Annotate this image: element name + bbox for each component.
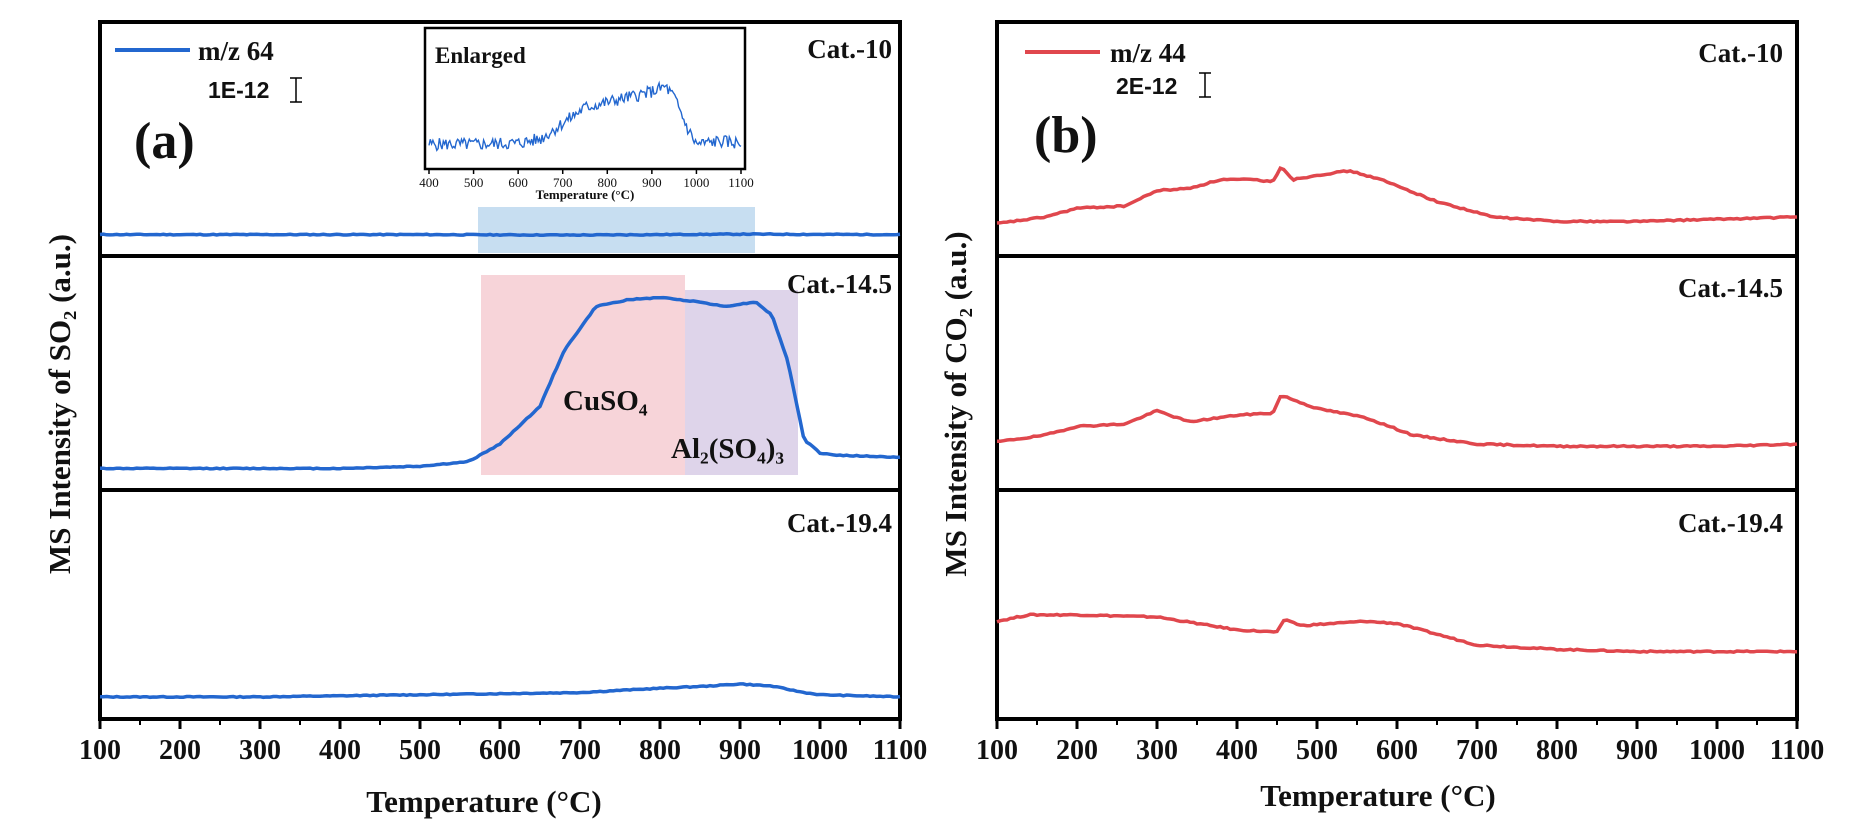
inset-x-tick-label-800: 800 <box>598 175 618 190</box>
x-tick-label-b-400: 400 <box>1216 735 1258 766</box>
x-tick-label-a-800: 800 <box>639 735 681 766</box>
series-co2-cat-14-5 <box>997 394 1798 449</box>
series-co2-cat-10 <box>996 166 1797 225</box>
x-tick-label-a-700: 700 <box>559 735 601 766</box>
inset-title: Enlarged <box>435 43 526 68</box>
x-tick-label-a-200: 200 <box>159 735 201 766</box>
inset-x-axis: 400 500 600 700 800 900 1000 1100 <box>419 169 754 190</box>
inset-x-tick-label-700: 700 <box>553 175 573 190</box>
subpanel-label-a-1: Cat.-14.5 <box>787 269 892 299</box>
x-tick-label-b-100: 100 <box>976 735 1018 766</box>
inset-enlarged: Enlarged 400 500 600 700 800 900 1000 1100 Temp… <box>419 26 754 202</box>
x-axis-a: 100 200 300 400 500 600 700 800 900 1000 1100 <box>79 719 927 766</box>
y-axis-label-b: MS Intensity of CO₂ (a.u.) <box>938 231 973 576</box>
x-tick-label-b-1000: 1000 <box>1689 735 1745 766</box>
x-tick-label-b-500: 500 <box>1296 735 1338 766</box>
subpanel-label-b-1: Cat.-14.5 <box>1678 273 1783 303</box>
shade-enlarged-region <box>478 207 755 253</box>
legend-label-so2: m/z 64 <box>198 36 274 66</box>
legend-scale-so2: 1E-12 <box>208 77 269 103</box>
x-tick-label-b-600: 600 <box>1376 735 1418 766</box>
x-axis-b: 100 200 300 400 500 600 700 800 900 1000 1100 <box>976 719 1824 766</box>
inset-frame <box>423 26 747 171</box>
inset-x-tick-label-1000: 1000 <box>683 175 709 190</box>
x-tick-label-b-1100: 1100 <box>1770 735 1824 766</box>
subpanel-label-a-2: Cat.-19.4 <box>787 508 892 538</box>
x-tick-label-a-300: 300 <box>239 735 281 766</box>
x-tick-label-a-1100: 1100 <box>873 735 927 766</box>
x-tick-label-a-500: 500 <box>399 735 441 766</box>
inset-x-tick-label-500: 500 <box>464 175 484 190</box>
series-so2-cat-19-4 <box>99 682 901 700</box>
scale-bar-icon-b <box>1199 72 1211 98</box>
inset-x-tick-label-900: 900 <box>642 175 662 190</box>
x-tick-label-b-300: 300 <box>1136 735 1178 766</box>
series-so2-cat-14-5 <box>99 295 901 471</box>
x-axis-label-b: Temperature (°C) <box>1260 778 1495 813</box>
series-co2-cat-19-4 <box>996 612 1798 655</box>
x-tick-label-b-200: 200 <box>1056 735 1098 766</box>
x-axis-label-a: Temperature (°C) <box>366 784 601 819</box>
subpanel-label-b-2: Cat.-19.4 <box>1678 508 1783 538</box>
x-tick-label-a-600: 600 <box>479 735 521 766</box>
inset-series-so2 <box>428 80 742 152</box>
x-tick-label-b-800: 800 <box>1536 735 1578 766</box>
annotation-al2so43: Al₂(SO₄)₃ <box>671 433 784 465</box>
annotation-cuso4: CuSO₄ <box>563 385 648 417</box>
panel-label-b: (b) <box>1034 107 1098 164</box>
scale-bar-icon-a <box>290 77 302 103</box>
x-tick-label-a-100: 100 <box>79 735 121 766</box>
panel-a: 100 200 300 400 500 600 700 800 900 1000 1100 m/z … <box>42 20 927 819</box>
inset-x-tick-label-600: 600 <box>508 175 528 190</box>
shade-cuso4 <box>481 275 685 475</box>
inset-x-axis-label: Temperature (°C) <box>536 187 635 202</box>
x-tick-label-a-900: 900 <box>719 735 761 766</box>
x-tick-label-a-400: 400 <box>319 735 361 766</box>
x-tick-label-b-700: 700 <box>1456 735 1498 766</box>
series-so2-cat-10 <box>99 232 901 238</box>
panel-label-a: (a) <box>134 113 195 170</box>
legend-scale-co2: 2E-12 <box>1116 73 1177 99</box>
subpanel-label-a-0: Cat.-10 <box>807 34 892 64</box>
y-axis-label-a: MS Intensity of SO₂ (a.u.) <box>42 234 77 574</box>
legend-label-co2: m/z 44 <box>1110 38 1186 68</box>
shade-al2so43 <box>685 290 798 475</box>
subpanel-label-b-0: Cat.-10 <box>1698 38 1783 68</box>
inset-x-tick-label-400: 400 <box>419 175 439 190</box>
x-tick-label-a-1000: 1000 <box>792 735 848 766</box>
x-tick-label-b-900: 900 <box>1616 735 1658 766</box>
inset-x-tick-label-1100: 1100 <box>728 175 754 190</box>
panel-b: 100 200 300 400 500 600 700 800 900 1000 1100 m/z … <box>938 20 1824 813</box>
